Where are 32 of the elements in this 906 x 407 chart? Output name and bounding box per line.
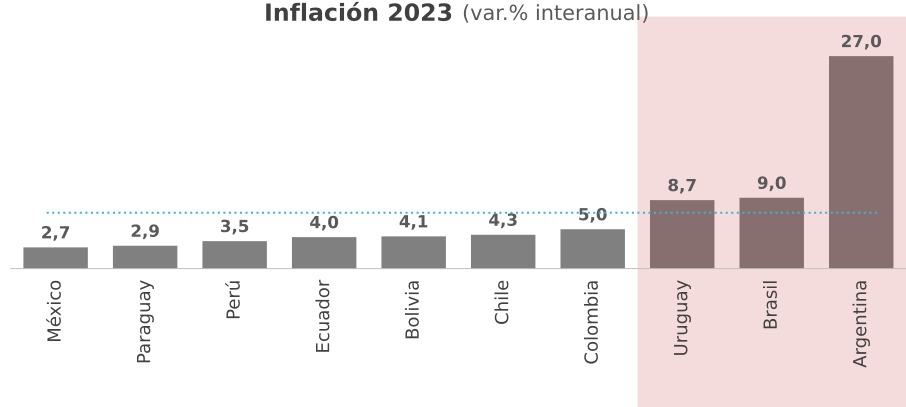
data-label: 27,0	[842, 34, 882, 50]
data-label: 4,0	[310, 216, 338, 230]
x-tick-label: Perú	[225, 281, 240, 318]
chart-subtitle: (var.% interanual)	[464, 4, 648, 23]
bar	[560, 229, 625, 269]
bar	[292, 237, 356, 269]
data-label: 2,9	[132, 224, 159, 240]
bar	[202, 241, 267, 269]
x-tick-label: Argentina	[852, 281, 870, 368]
bar	[23, 247, 88, 269]
data-label: 2,7	[42, 226, 70, 241]
data-label: 4,1	[400, 215, 428, 230]
bar	[740, 198, 804, 269]
data-label: 9,0	[758, 176, 786, 192]
data-label: 5,0	[579, 208, 607, 223]
x-tick-label: Bolivia	[404, 281, 419, 338]
data-label: 8,7	[668, 178, 696, 194]
x-tick-label: Colombia	[584, 281, 598, 364]
bar	[381, 236, 446, 269]
data-label: 4,3	[489, 213, 517, 228]
x-tick-label: Paraguay	[136, 280, 154, 362]
x-tick-label: Ecuador	[315, 280, 330, 352]
bar	[470, 234, 536, 269]
x-tick-label: Chile	[494, 280, 508, 324]
x-tick-label: México	[46, 280, 61, 342]
x-tick-label: Brasil	[762, 281, 777, 328]
x-tick-label: Uruguay	[674, 280, 691, 355]
bar	[112, 246, 178, 269]
chart-title: Inflación 2023	[266, 2, 452, 22]
data-label: 3,5	[221, 220, 248, 234]
bar	[829, 56, 894, 269]
bar	[650, 200, 714, 269]
